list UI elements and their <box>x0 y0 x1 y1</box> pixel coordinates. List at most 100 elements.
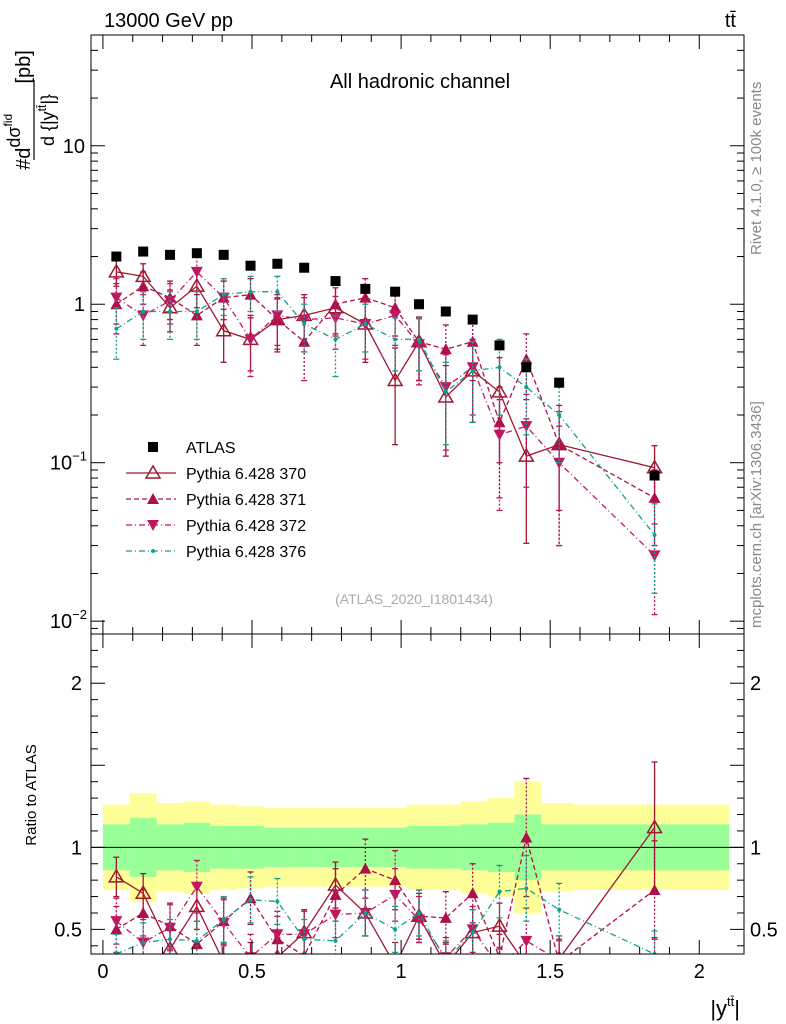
main-pythia-6-428-376-point <box>393 337 398 342</box>
main-pythia-6-428-371-point <box>439 343 452 355</box>
main-pythia-6-428-376-point <box>221 292 226 297</box>
ratio-y-tick-label-right: 2 <box>750 673 761 695</box>
ratio-panel: 0.5 0.5 1 1 2 2 0 0.5 1 1.5 2 Ratio to ATLAS |ytt̄… <box>23 633 778 1021</box>
legend-label: Pythia 6.428 371 <box>186 492 306 509</box>
main-pythia-6-428-372-point <box>466 362 479 374</box>
ratio-pythia-6-428-370-point <box>223 953 224 954</box>
ratio-pythia-6-428-372-point <box>329 909 342 921</box>
ratio-pythia-6-428-376-point <box>470 930 475 935</box>
main-atlas-point <box>245 260 256 271</box>
ratio-pythia-6-428-376-point <box>248 897 253 902</box>
main-pythia-6-428-371-point <box>137 280 150 292</box>
main-pythia-6-428-371-point <box>329 298 342 310</box>
main-atlas-point <box>413 299 424 310</box>
ratio-pythia-6-428-370-point <box>162 940 178 954</box>
ratio-pythia-6-428-376-point <box>168 937 173 942</box>
ratio-pythia-6-428-372-point <box>298 929 311 941</box>
ylabel-den: d {|y <box>38 111 58 146</box>
ratio-pythia-6-428-371-point <box>466 887 479 899</box>
ratio-pythia-6-428-376-point <box>416 910 421 915</box>
ratio-y-tick-label-right: 1 <box>750 837 761 859</box>
legend-label: Pythia 6.428 372 <box>186 518 306 535</box>
ratio-pythia-6-428-371-point <box>359 862 372 874</box>
main-pythia-6-428-372-point <box>412 339 425 351</box>
svg-text:d {|ytt̄|}: d {|ytt̄|} <box>35 94 58 146</box>
main-y-tick-label: 1 <box>74 294 85 316</box>
legend: ATLAS Pythia 6.428 370 Pythia 6.428 371 Pyt… <box>126 440 306 561</box>
ratio-y-axis-label: Ratio to ATLAS <box>23 744 40 845</box>
main-atlas-point <box>191 248 202 259</box>
main-atlas-point <box>390 286 401 297</box>
main-pythia-6-428-372-point <box>190 266 203 278</box>
ratio-y-tick-label: 1 <box>71 837 82 859</box>
main-atlas-point <box>440 306 451 317</box>
main-atlas-point <box>554 377 565 388</box>
main-pythia-6-428-376-point <box>141 309 146 314</box>
main-pythia-6-428-372-point <box>110 292 123 304</box>
main-pythia-6-428-370-point <box>386 372 404 387</box>
ratio-pythia-6-428-376-point <box>497 889 502 894</box>
ratio-pythia-6-428-372-point <box>649 956 661 967</box>
main-pythia-6-428-372-point <box>244 334 257 346</box>
main-pythia-6-428-376-point <box>652 532 657 537</box>
main-y-axis-label: #ddσfid [pb] d {|ytt̄|} <box>1 50 58 170</box>
ratio-pythia-6-428-370-line <box>116 827 656 954</box>
main-pythia-6-428-372-point <box>271 310 284 322</box>
ylabel-unit: [pb] <box>13 50 35 83</box>
ratio-pythia-6-428-370-point <box>188 897 206 913</box>
ratio-pythia-6-428-371-point <box>648 884 661 895</box>
ratio-pythia-6-428-376-point <box>557 907 562 912</box>
ratio-pythia-6-428-376-point <box>444 959 448 963</box>
main-pythia-6-428-376-point <box>168 309 173 314</box>
main-y-tick-label: 10−2 <box>50 607 87 633</box>
main-title: All hadronic channel <box>330 71 510 93</box>
main-pythia-6-428-370-point <box>108 263 125 278</box>
tick-exponent: −1 <box>72 449 87 464</box>
main-pythia-6-428-371-point <box>648 491 661 503</box>
ratio-y-tick-label: 0.5 <box>54 919 82 941</box>
main-pythia-6-428-376-point <box>333 337 338 342</box>
ratio-pythia-6-428-372-point <box>217 917 230 929</box>
main-pythia-6-428-371-point <box>493 416 506 428</box>
ratio-pythia-6-428-376-point <box>275 899 280 904</box>
rivet-label: Rivet 4.1.0, ≥ 100k events <box>748 82 765 255</box>
main-pythia-6-428-371-point <box>359 291 372 303</box>
main-y-tick-label: 10−1 <box>50 449 87 475</box>
x-tick-label: 2 <box>694 961 705 983</box>
legend-marker <box>147 493 159 504</box>
ratio-pythia-6-428-376-point <box>363 910 368 915</box>
svg-text:#ddσfid [pb]: #ddσfid [pb] <box>1 50 35 170</box>
ratio-y-tick-label-right: 0.5 <box>750 919 778 941</box>
ratio-y-tick-label: 2 <box>71 673 82 695</box>
main-pythia-6-428-372-line <box>115 270 656 556</box>
main-pythia-6-428-376-point <box>248 289 253 294</box>
ylabel-prefix: #d <box>13 148 35 170</box>
x-axis-label: |ytt̄| <box>710 994 740 1021</box>
main-pythia-6-428-372-point <box>520 421 533 433</box>
header-left: 13000 GeV pp <box>104 10 233 32</box>
ratio-pythia-6-428-371-point <box>520 831 533 843</box>
ratio-pythia-6-428-376-point <box>141 940 146 945</box>
main-pythia-6-428-376-point <box>416 337 421 342</box>
x-tick-label: 1.5 <box>536 961 564 983</box>
main-atlas-point <box>330 276 341 287</box>
main-atlas-point <box>165 249 176 260</box>
main-atlas-point <box>521 362 532 373</box>
ratio-pythia-6-428-370-point <box>464 924 481 939</box>
main-atlas-point <box>138 246 149 257</box>
ratio-pythia-6-428-370-point <box>646 819 663 834</box>
analysis-watermark: (ATLAS_2020_I1801434) <box>335 591 493 607</box>
legend-label: Pythia 6.428 370 <box>186 466 306 483</box>
main-pythia-6-428-376-point <box>524 385 529 390</box>
main-pythia-6-428-376-point <box>275 289 280 294</box>
main-pythia-6-428-372-point <box>493 429 506 441</box>
ylabel-num: dσ <box>4 126 24 147</box>
main-atlas-point <box>467 314 478 325</box>
main-pythia-6-428-371-point <box>190 309 203 321</box>
main-pythia-6-428-370-point <box>437 388 455 403</box>
ratio-pythia-6-428-376-point <box>393 927 398 932</box>
main-pythia-6-428-372-point <box>217 292 230 304</box>
xlabel-main: |y <box>710 996 727 1021</box>
